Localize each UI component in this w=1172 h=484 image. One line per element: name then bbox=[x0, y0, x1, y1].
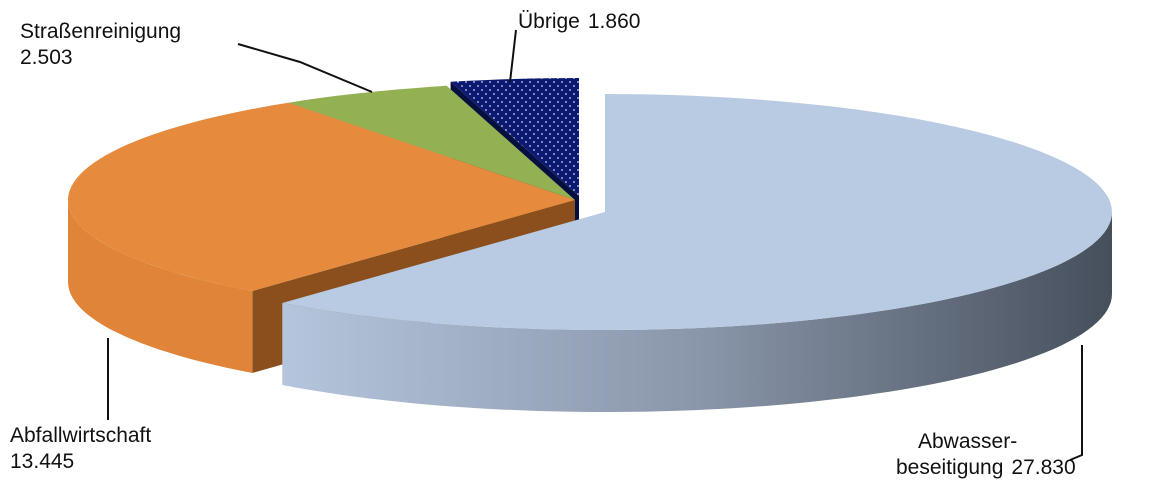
slice-top bbox=[450, 78, 579, 196]
slice-top bbox=[68, 102, 575, 291]
leader-line bbox=[237, 43, 373, 93]
category-label: Straßenreinigung bbox=[20, 20, 181, 43]
slice-top bbox=[288, 85, 575, 200]
value-label: 13.445 bbox=[10, 450, 74, 473]
leader-line bbox=[1069, 345, 1083, 461]
value-label: 27.830 bbox=[1011, 456, 1075, 479]
value-label: 1.860 bbox=[588, 10, 641, 33]
category-label: Abwasser-beseitigung bbox=[896, 430, 1017, 479]
slice-side bbox=[68, 200, 253, 373]
pie-slice bbox=[282, 94, 1112, 412]
leader-line bbox=[509, 29, 517, 83]
category-label: Übrige bbox=[518, 10, 580, 33]
value-label: 2.503 bbox=[20, 46, 73, 69]
slice-top bbox=[282, 94, 1112, 330]
category-label: Abfallwirtschaft bbox=[10, 424, 151, 447]
slice-side bbox=[282, 212, 1112, 412]
